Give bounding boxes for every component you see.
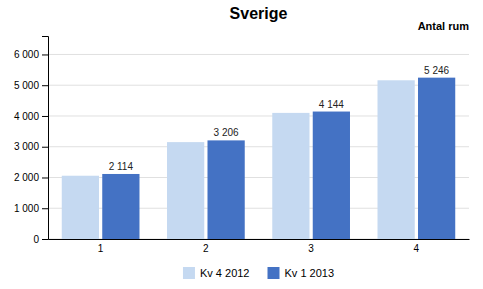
y-tick-mark bbox=[42, 177, 48, 178]
y-tick-mark bbox=[42, 239, 48, 240]
y-axis: 0 1 000 2 000 3 000 4 000 5 000 6 000 bbox=[14, 37, 49, 245]
y-tick: 1 000 bbox=[14, 203, 48, 214]
bar bbox=[102, 174, 139, 239]
y-tick: 3 000 bbox=[14, 141, 48, 152]
x-tick-label: 3 bbox=[308, 243, 314, 254]
legend-swatch bbox=[183, 267, 195, 279]
bar-series bbox=[62, 80, 415, 239]
bar bbox=[207, 140, 244, 239]
legend-item: Kv 4 2012 bbox=[183, 267, 250, 279]
y-tick-mark bbox=[42, 116, 48, 117]
grid-line bbox=[48, 54, 469, 55]
plot: 0 1 000 2 000 3 000 4 000 5 000 6 000 1 2 3 4 2 114… bbox=[14, 37, 470, 255]
bar bbox=[62, 176, 99, 239]
x-tick: 1 bbox=[98, 243, 104, 254]
bar bbox=[378, 80, 415, 239]
bar bbox=[313, 112, 350, 239]
y-tick-label: 6 000 bbox=[14, 49, 39, 60]
x-tick-label: 1 bbox=[98, 243, 104, 254]
y-tick: 5 000 bbox=[14, 80, 48, 91]
x-tick: 4 bbox=[414, 243, 420, 254]
y-tick-label: 1 000 bbox=[14, 203, 39, 214]
y-tick-label: 0 bbox=[33, 234, 39, 245]
x-axis: 1 2 3 4 bbox=[49, 240, 470, 255]
bars bbox=[62, 78, 455, 239]
legend-item: Kv 1 2013 bbox=[268, 267, 335, 279]
data-label: 5 246 bbox=[424, 65, 449, 76]
x-tick: 2 bbox=[203, 243, 209, 254]
y-tick: 6 000 bbox=[14, 49, 48, 60]
data-label: 2 114 bbox=[109, 161, 134, 172]
y-tick-label: 4 000 bbox=[14, 111, 39, 122]
x-tick-label: 2 bbox=[203, 243, 209, 254]
y-tick-mark bbox=[42, 54, 48, 55]
y-axis-line bbox=[42, 37, 49, 240]
y-tick: 2 000 bbox=[14, 172, 48, 183]
legend-label: Kv 1 2013 bbox=[285, 267, 335, 279]
bar-series bbox=[102, 78, 455, 239]
x-axis-label: Antal rum bbox=[418, 20, 470, 32]
chart: 0 1 000 2 000 3 000 4 000 5 000 6 000 1 2 3 4 2 114… bbox=[0, 0, 483, 289]
title: Sverige bbox=[230, 5, 288, 22]
x-tick-label: 4 bbox=[414, 243, 420, 254]
legend-label: Kv 4 2012 bbox=[200, 267, 250, 279]
data-labels: 2 114 3 206 4 144 5 246 bbox=[109, 65, 450, 172]
y-tick-mark bbox=[42, 208, 48, 209]
y-tick-label: 3 000 bbox=[14, 141, 39, 152]
bar bbox=[272, 113, 309, 239]
legend: Kv 4 2012 Kv 1 2013 bbox=[183, 267, 334, 279]
grid bbox=[48, 54, 469, 239]
bar bbox=[167, 142, 204, 239]
y-tick-label: 5 000 bbox=[14, 80, 39, 91]
y-tick: 0 bbox=[33, 234, 48, 245]
data-label: 4 144 bbox=[319, 99, 344, 110]
legend-swatch bbox=[268, 267, 280, 279]
bar bbox=[418, 78, 455, 239]
x-tick: 3 bbox=[308, 243, 314, 254]
y-tick: 4 000 bbox=[14, 111, 48, 122]
x-axis-line bbox=[49, 239, 470, 240]
y-tick-mark bbox=[42, 85, 48, 86]
y-tick-mark bbox=[42, 147, 48, 148]
data-label: 3 206 bbox=[214, 127, 239, 138]
y-tick-label: 2 000 bbox=[14, 172, 39, 183]
